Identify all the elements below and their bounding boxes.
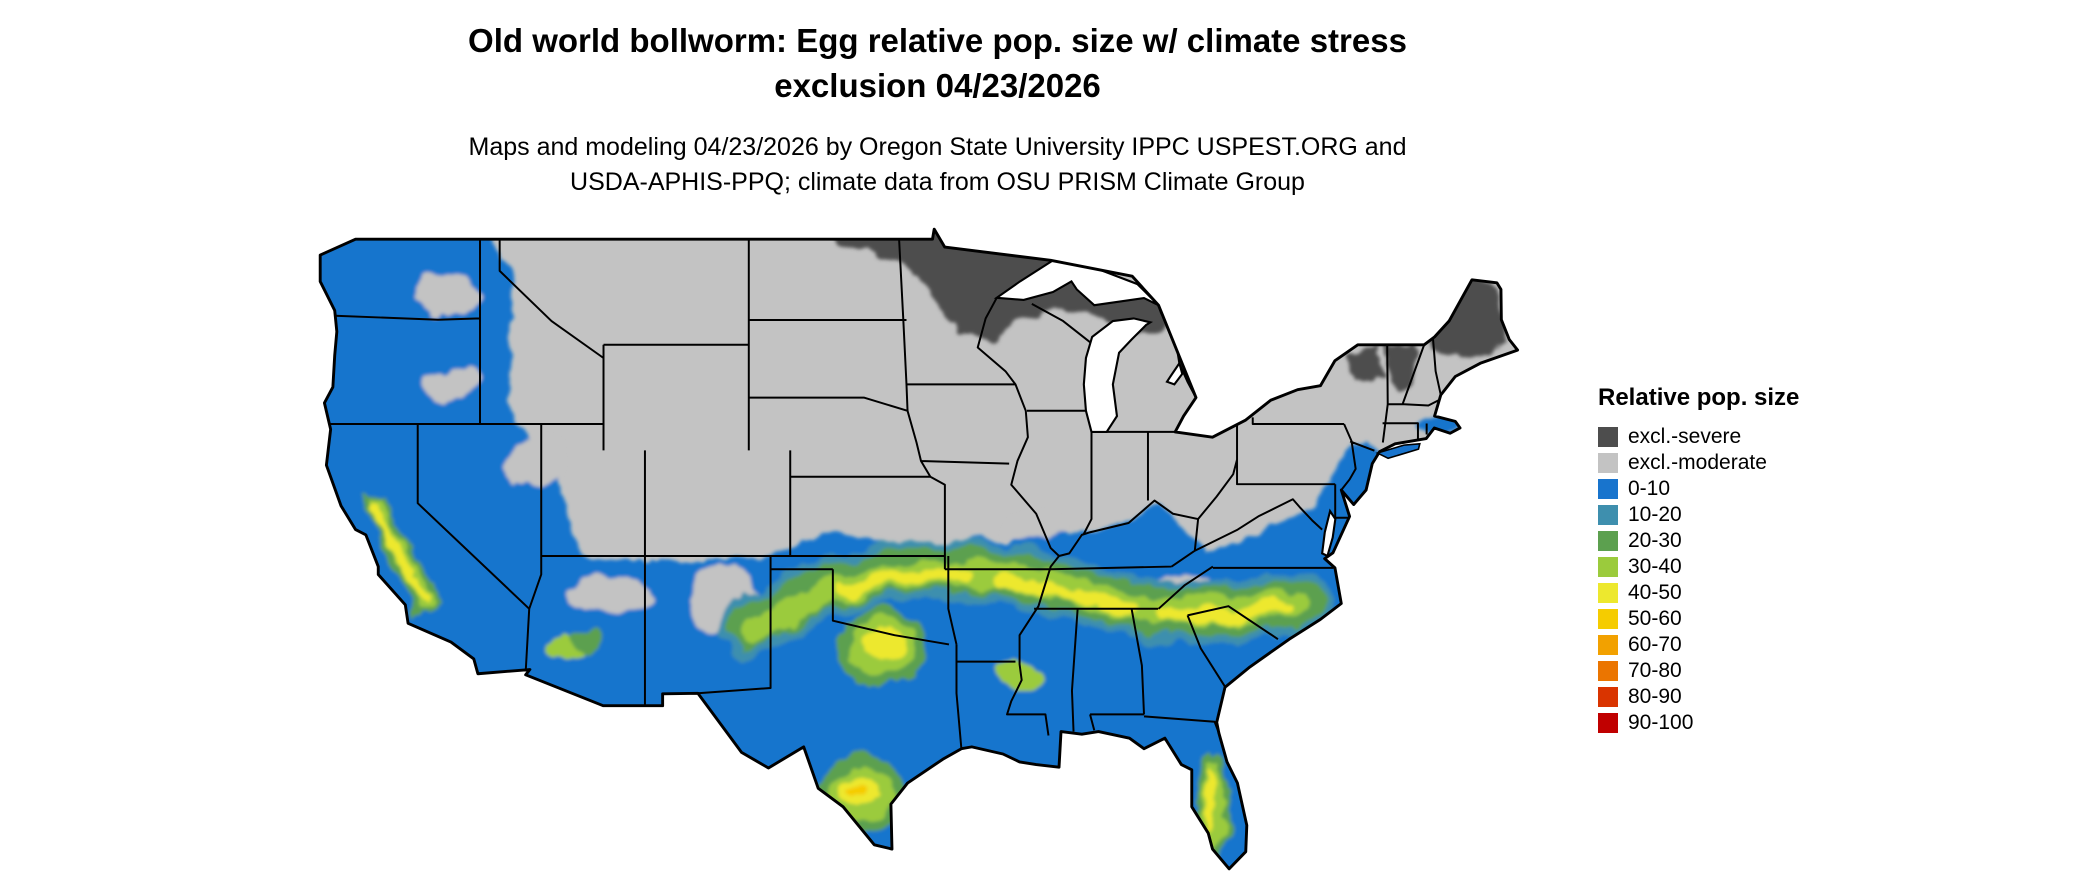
map-subtitle: Maps and modeling 04/23/2026 by Oregon S… [0, 130, 1875, 200]
legend-label: 80-90 [1628, 685, 1682, 708]
legend-item: excl.-severe [1598, 424, 1799, 450]
legend-label: excl.-severe [1628, 425, 1742, 448]
legend-item: 40-50 [1598, 580, 1799, 606]
region-nlouisiana-yellowgreen [992, 661, 1040, 688]
legend-swatch [1598, 557, 1618, 577]
us-map [318, 227, 1520, 871]
map-title-line1: Old world bollworm: Egg relative pop. si… [468, 22, 1407, 59]
us-map-container [314, 226, 1528, 886]
legend-label: 0-10 [1628, 477, 1671, 500]
legend-item: 70-80 [1598, 658, 1799, 684]
us-outline [318, 227, 1520, 871]
legend-label: 40-50 [1628, 581, 1682, 604]
region-gray-columbia-basin [411, 273, 481, 316]
region-severe-north [822, 231, 1180, 343]
region-severe-adirondacks [1351, 347, 1381, 382]
legend-label: 10-20 [1628, 503, 1682, 526]
legend-item: 90-100 [1598, 710, 1799, 736]
region-texas-yellow [864, 624, 904, 662]
legend-swatch [1598, 661, 1618, 681]
band-yellow-mid [993, 575, 1139, 616]
region-gray-ozarks [1006, 513, 1060, 541]
region-cavalley-yellow [370, 501, 429, 605]
legend: Relative pop. size excl.-severe excl.-mod… [1598, 384, 1799, 736]
legend-label: 50-60 [1628, 607, 1682, 630]
region-florida-yellow [1206, 764, 1217, 834]
saginaw-bay [1165, 360, 1184, 386]
region-swarizona-green [569, 629, 602, 652]
region-gray-se-oregon [423, 368, 482, 401]
lake-michigan [1082, 317, 1154, 433]
band-yellow-east [1151, 599, 1298, 623]
legend-swatch [1598, 687, 1618, 707]
legend-swatch [1598, 531, 1618, 551]
legend-item: 60-70 [1598, 632, 1799, 658]
long-island [1375, 442, 1421, 460]
legend-swatch [1598, 453, 1618, 473]
region-gray-ne-nevada [506, 434, 565, 488]
map-subtitle-line2: USDA-APHIS-PPQ; climate data from OSU PR… [570, 168, 1305, 196]
region-stexas-gold [849, 783, 866, 797]
legend-item: 50-60 [1598, 606, 1799, 632]
legend-item: excl.-moderate [1598, 450, 1799, 476]
legend-item: 10-20 [1598, 502, 1799, 528]
legend-item: 80-90 [1598, 684, 1799, 710]
legend-swatch [1598, 635, 1618, 655]
map-header: Old world bollworm: Egg relative pop. si… [0, 18, 1875, 200]
legend-swatch [1598, 505, 1618, 525]
legend-swatch [1598, 713, 1618, 733]
legend-label: 60-70 [1628, 633, 1682, 656]
legend-swatch [1598, 583, 1618, 603]
legend-swatch [1598, 479, 1618, 499]
legend-swatch [1598, 427, 1618, 447]
legend-item: 20-30 [1598, 528, 1799, 554]
legend-item: 30-40 [1598, 554, 1799, 580]
region-gray-mogollon-rim [563, 577, 659, 615]
legend-item: 0-10 [1598, 476, 1799, 502]
legend-swatch [1598, 609, 1618, 629]
legend-label: 30-40 [1628, 555, 1682, 578]
legend-label: 20-30 [1628, 529, 1682, 552]
region-severe-vt-nh [1385, 342, 1418, 393]
legend-title: Relative pop. size [1598, 384, 1800, 411]
map-subtitle-line1: Maps and modeling 04/23/2026 by Oregon S… [468, 133, 1407, 161]
legend-label: excl.-moderate [1628, 451, 1767, 474]
legend-label: 70-80 [1628, 659, 1682, 682]
legend-label: 90-100 [1628, 711, 1694, 734]
legend-items: excl.-severe excl.-moderate 0-10 10-20 20-30… [1598, 424, 1799, 736]
state-borders [324, 239, 1442, 749]
map-title-line2: exclusion 04/23/2026 [774, 67, 1101, 104]
